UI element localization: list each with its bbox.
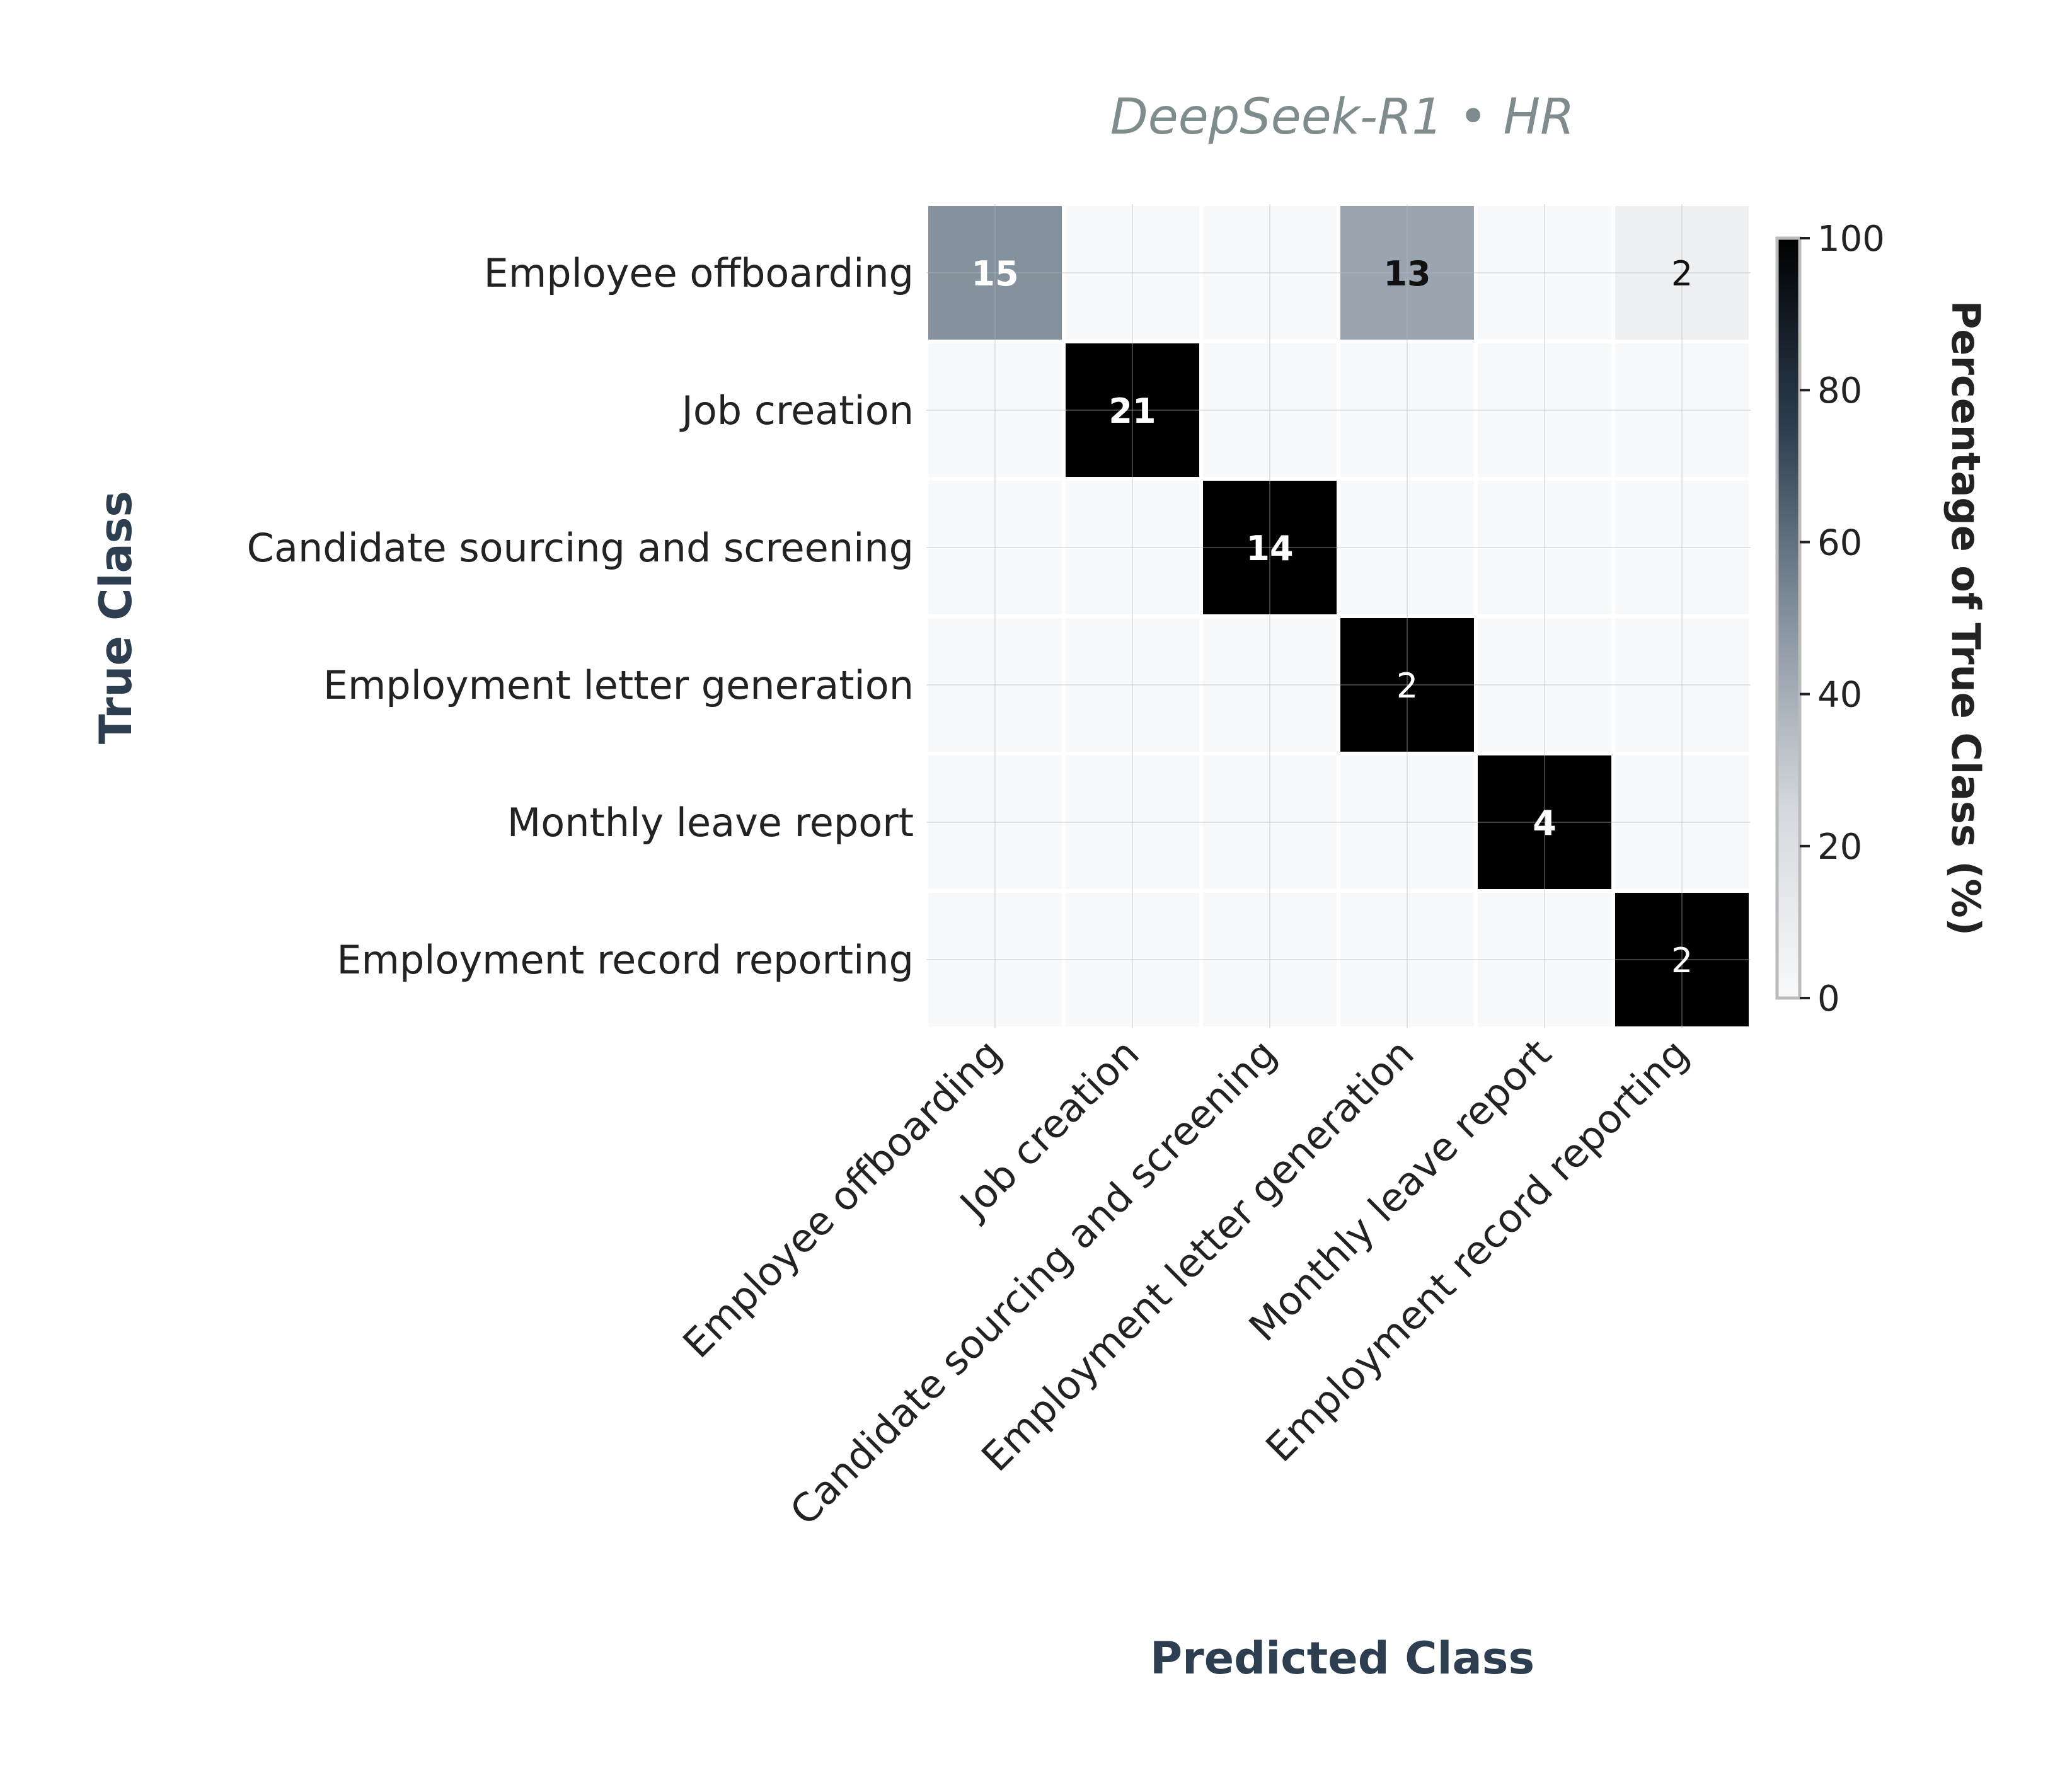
cell-value-label: 2 bbox=[1396, 666, 1418, 706]
colorbar-ticks: 0 20 40 60 80 100 bbox=[1800, 219, 1885, 1019]
y-tick-label: Candidate sourcing and screening bbox=[247, 525, 914, 571]
colorbar: 0 20 40 60 80 100 bbox=[1775, 219, 1885, 1019]
heatmap-cell bbox=[1611, 889, 1753, 1030]
heatmap-cell bbox=[1337, 477, 1478, 618]
heatmap-cell bbox=[1474, 340, 1615, 481]
colorbar-tick-label: 0 bbox=[1817, 979, 1840, 1019]
y-tick-label: Employee offboarding bbox=[484, 250, 914, 296]
colorbar-label: Percentage of True Class (%) bbox=[1943, 301, 1989, 936]
heatmap-cell bbox=[1199, 889, 1340, 1030]
heatmap-cell bbox=[1337, 889, 1478, 1030]
heatmap-cell bbox=[924, 614, 1066, 755]
heatmap-cell bbox=[1611, 477, 1753, 618]
heatmap-cell bbox=[1199, 477, 1340, 618]
heatmap-cell bbox=[1337, 752, 1478, 893]
cell-value-label: 2 bbox=[1671, 941, 1693, 980]
y-axis-label: True Class bbox=[90, 491, 142, 744]
cell-value-labels: 15 13 2 21 14 2 4 2 bbox=[971, 254, 1693, 980]
heatmap-cells bbox=[924, 202, 1753, 1030]
colorbar-tick-label: 60 bbox=[1817, 522, 1862, 563]
cell-value-label: 15 bbox=[971, 254, 1018, 294]
heatmap-cell bbox=[1199, 340, 1340, 481]
heatmap-cell bbox=[1199, 614, 1340, 755]
heatmap-cell bbox=[1062, 614, 1203, 755]
colorbar-tick-label: 20 bbox=[1817, 827, 1862, 868]
x-axis-label: Predicted Class bbox=[1150, 1633, 1534, 1684]
colorbar-gradient bbox=[1775, 236, 1802, 1000]
cell-value-label: 21 bbox=[1108, 391, 1156, 431]
y-tick-label: Employment record reporting bbox=[337, 937, 914, 983]
cell-value-label: 14 bbox=[1246, 529, 1293, 568]
y-tick-label: Employment letter generation bbox=[323, 662, 914, 708]
heatmap-cell bbox=[1337, 614, 1478, 755]
heatmap-cell bbox=[1474, 202, 1615, 343]
heatmap-cell bbox=[1474, 889, 1615, 1030]
heatmap-cell bbox=[924, 340, 1066, 481]
y-tick-label: Monthly leave report bbox=[507, 800, 914, 846]
heatmap-cell bbox=[1062, 752, 1203, 893]
cell-value-label: 13 bbox=[1383, 254, 1430, 294]
x-tick-label: Candidate sourcing and screening bbox=[781, 1030, 1286, 1534]
chart-title: DeepSeek-R1 • HR bbox=[1110, 89, 1575, 146]
cell-value-label: 4 bbox=[1533, 803, 1557, 843]
heatmap-cell bbox=[1474, 477, 1615, 618]
colorbar-tick-label: 40 bbox=[1817, 675, 1862, 716]
colorbar-tick-label: 80 bbox=[1817, 370, 1862, 411]
heatmap-cell bbox=[924, 202, 1066, 343]
colorbar-tick-label: 100 bbox=[1817, 219, 1885, 260]
cell-value-label: 2 bbox=[1671, 254, 1693, 294]
heatmap-cell bbox=[1199, 752, 1340, 893]
y-tick-labels: Employee offboarding Job creation Candidat… bbox=[247, 250, 914, 983]
y-tick-label: Job creation bbox=[679, 387, 914, 433]
heatmap-cell bbox=[924, 477, 1066, 618]
heatmap-cell bbox=[1611, 752, 1753, 893]
heatmap-gridlines bbox=[926, 204, 1751, 1028]
